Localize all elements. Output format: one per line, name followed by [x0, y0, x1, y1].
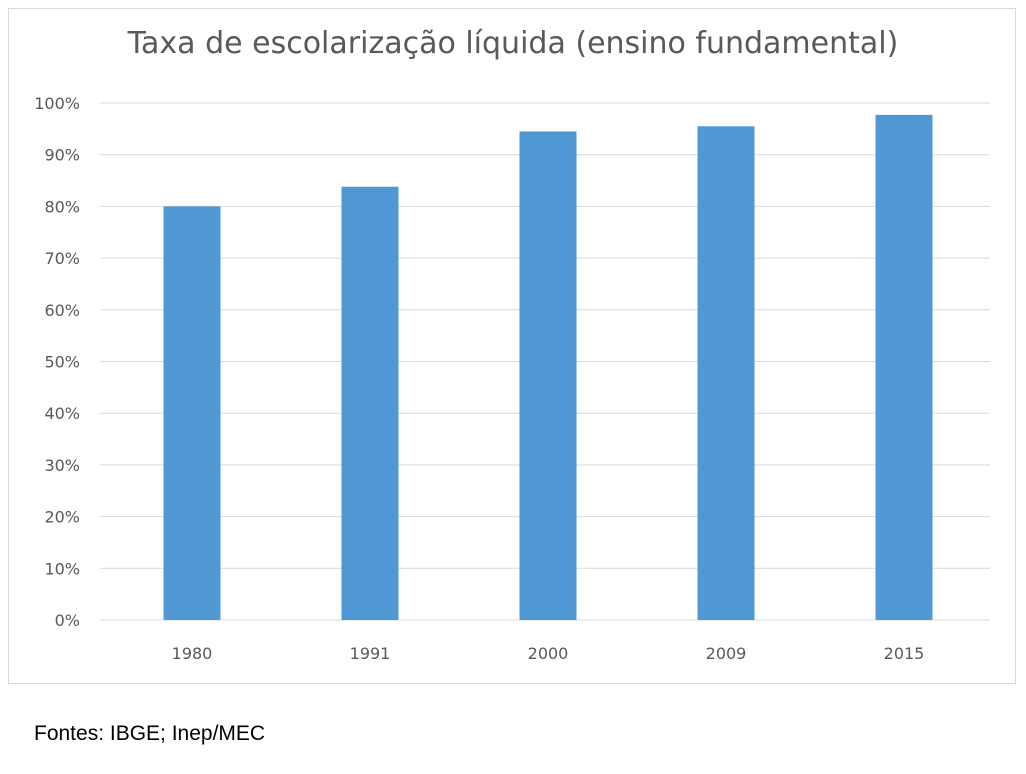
y-tick-label: 90%	[44, 146, 80, 165]
bar-2009	[697, 126, 755, 620]
chart-title: Taxa de escolarização líquida (ensino fu…	[127, 26, 899, 61]
bar-1980	[163, 206, 221, 620]
y-tick-label: 100%	[34, 94, 80, 113]
y-tick-label: 60%	[44, 301, 80, 320]
y-tick-label: 50%	[44, 353, 80, 372]
x-tick-label: 1980	[172, 644, 213, 663]
bar-2015	[875, 114, 933, 621]
x-tick-label: 2000	[528, 644, 569, 663]
y-tick-label: 30%	[44, 456, 80, 475]
y-tick-label: 10%	[44, 559, 80, 578]
y-tick-label: 40%	[44, 404, 80, 423]
x-tick-label: 2009	[706, 644, 747, 663]
bars	[163, 114, 933, 621]
bar-2000	[519, 131, 577, 620]
source-note: Fontes: IBGE; Inep/MEC	[34, 722, 266, 745]
y-axis-tick-labels: 0% 10% 20% 30% 40% 50% 60% 70% 80% 90% 100%	[34, 94, 80, 630]
x-axis-tick-labels: 1980 1991 2000 2009 2015	[172, 644, 925, 663]
y-tick-label: 70%	[44, 249, 80, 268]
x-tick-label: 2015	[884, 644, 925, 663]
y-tick-label: 80%	[44, 197, 80, 216]
y-tick-label: 20%	[44, 508, 80, 527]
y-tick-label: 0%	[55, 611, 80, 630]
bar-chart: 0%10%20%30%40%50%60%70%80%90%100% 1980 19…	[34, 94, 990, 663]
bar-1991	[341, 186, 399, 620]
x-tick-label: 1991	[350, 644, 391, 663]
